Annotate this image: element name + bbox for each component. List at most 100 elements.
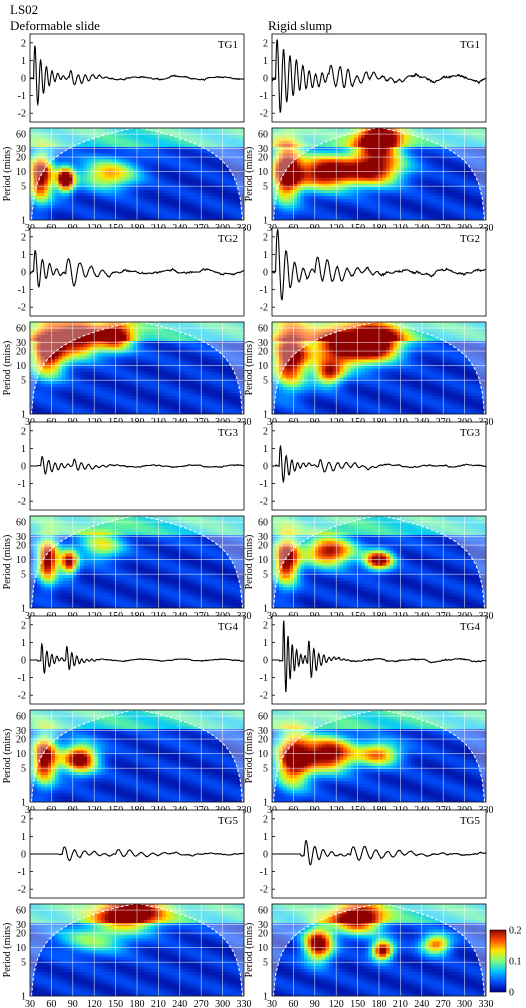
wavelet-cell <box>361 170 366 175</box>
wavelet-cell <box>304 137 309 141</box>
wavelet-cell <box>51 216 56 220</box>
wavelet-cell <box>219 198 224 203</box>
wavelet-cell <box>104 158 110 163</box>
wavelet-cell <box>37 167 42 172</box>
wavelet-cell <box>119 352 124 357</box>
wavelet-cell <box>325 143 330 147</box>
wavelet-cell <box>375 180 380 184</box>
wavelet-cell <box>226 177 231 181</box>
wavelet-cell <box>154 410 159 414</box>
wavelet-cell <box>411 155 416 160</box>
wavelet-cell <box>364 186 369 190</box>
wavelet-cell <box>457 204 462 209</box>
wavelet-cell <box>282 216 287 220</box>
wavelet-cell <box>65 161 70 166</box>
wavelet-cell <box>69 331 74 335</box>
wavelet-cell <box>304 143 309 147</box>
wavelet-cell <box>318 143 323 147</box>
wavelet-cell <box>94 392 99 397</box>
wavelet-cell <box>404 131 409 135</box>
wavelet-cell <box>87 183 92 187</box>
wavelet-cell <box>219 192 224 197</box>
wavelet-cell <box>457 152 462 157</box>
wavelet-cell <box>375 128 380 132</box>
wavelet-cell <box>325 167 330 172</box>
wavelet-cell <box>37 407 42 412</box>
wavelet-cell <box>176 137 181 141</box>
wavelet-cell <box>101 216 106 220</box>
wavelet-cell <box>371 146 377 151</box>
wavelet-cell <box>289 186 294 190</box>
wavelet-cell <box>122 149 127 154</box>
wavelet-cell <box>400 198 405 203</box>
wavelet-cell <box>58 355 63 360</box>
wavelet-cell <box>475 204 480 209</box>
wavelet-cell <box>62 149 67 154</box>
wavelet-cell <box>44 361 49 366</box>
wavelet-cell <box>389 186 394 190</box>
wavelet-cell <box>151 343 156 348</box>
wavelet-cell <box>425 186 430 190</box>
wavelet-cell <box>101 128 106 132</box>
wavelet-cell <box>151 170 156 175</box>
wavelet-cell <box>411 137 416 141</box>
wavelet-cell <box>307 128 312 132</box>
wavelet-cell <box>47 398 52 403</box>
wavelet-cell <box>76 349 81 354</box>
wavelet-cell <box>354 167 359 172</box>
wavelet-cell <box>236 167 242 172</box>
wavelet-cell <box>104 177 110 181</box>
wavelet-cell <box>386 158 391 163</box>
wavelet-cell <box>297 207 302 212</box>
wavelet-cell <box>468 204 473 209</box>
wavelet-cell <box>183 161 188 166</box>
wavelet-cell <box>169 210 174 215</box>
wavelet-cell <box>240 128 244 132</box>
wavelet-cell <box>176 331 181 335</box>
wavelet-cell <box>40 201 45 206</box>
wavelet-cell <box>40 204 45 209</box>
wavelet-cell <box>72 198 77 203</box>
wavelet-cell <box>396 167 401 172</box>
wavelet-cell <box>293 195 298 200</box>
wavelet-cell <box>432 177 437 181</box>
wavelet-cell <box>172 389 177 394</box>
wavelet-cell <box>94 334 99 338</box>
wavelet-cell <box>87 334 92 338</box>
wavelet-cell <box>400 149 405 154</box>
wavelet-cell <box>286 167 291 172</box>
wavelet-cell <box>101 164 106 169</box>
wavelet-cell <box>69 137 74 141</box>
wavelet-cell <box>65 143 70 147</box>
wavelet-cell <box>361 152 366 157</box>
wavelet-cell <box>293 143 298 147</box>
wavelet-cell <box>30 337 35 341</box>
wavelet-cell <box>453 152 459 157</box>
wavelet-cell <box>151 158 156 163</box>
wavelet-cell <box>65 204 70 209</box>
wavelet-cell <box>450 177 455 181</box>
wavelet-cell <box>186 164 192 169</box>
wavelet-cell <box>158 177 163 181</box>
wavelet-cell <box>44 216 49 220</box>
wavelet-cell <box>58 392 63 397</box>
wavelet-cell <box>90 392 95 397</box>
wavelet-cell <box>197 131 202 135</box>
wavelet-cell <box>190 140 195 144</box>
wavelet-cell <box>55 131 60 135</box>
wavelet-cell <box>215 210 220 215</box>
wavelet-cell <box>58 192 63 197</box>
wavelet-cell <box>282 152 287 157</box>
wavelet-cell <box>62 374 67 378</box>
wavelet-cell <box>432 207 437 212</box>
wavelet-cell <box>461 183 466 187</box>
wavelet-cell <box>436 198 441 203</box>
wavelet-cell <box>154 146 159 151</box>
wavelet-cell <box>94 128 99 132</box>
wavelet-cell <box>40 128 45 132</box>
wavelet-cell <box>101 210 106 215</box>
wavelet-cell <box>33 213 38 218</box>
wavelet-cell <box>201 131 206 135</box>
wavelet-cell <box>154 192 159 197</box>
wavelet-cell <box>411 146 416 151</box>
